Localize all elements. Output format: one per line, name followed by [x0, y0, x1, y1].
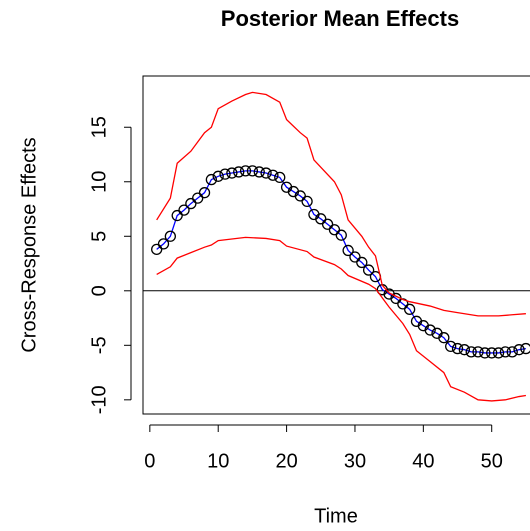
- data-point: [212, 170, 224, 182]
- data-point: [424, 324, 436, 336]
- y-axis-label: Cross-Response Effects: [18, 137, 40, 352]
- y-tick-label: 10: [88, 171, 110, 193]
- data-point: [301, 195, 313, 208]
- x-tick-label: 20: [275, 450, 297, 472]
- data-point: [315, 213, 327, 225]
- data-point: [321, 218, 334, 230]
- x-tick-label: 50: [481, 450, 503, 472]
- x-tick-label: 10: [207, 450, 229, 472]
- data-point: [404, 303, 416, 315]
- data-point: [267, 169, 279, 181]
- x-tick-label: 40: [412, 450, 434, 472]
- data-point: [294, 190, 306, 202]
- data-point: [362, 264, 375, 276]
- data-point: [178, 204, 190, 216]
- data-point: [492, 347, 505, 359]
- series-line: [156, 236, 527, 402]
- data-point: [253, 166, 265, 178]
- data-point: [260, 167, 272, 179]
- y-tick-label: 5: [88, 231, 110, 242]
- data-point: [513, 344, 525, 356]
- data-point: [451, 342, 464, 355]
- data-point: [458, 344, 471, 356]
- data-point: [356, 256, 368, 269]
- data-point: [233, 166, 245, 178]
- data-point: [219, 168, 231, 180]
- data-point: [205, 173, 218, 186]
- data-point: [185, 197, 197, 210]
- plot-box: [142, 75, 530, 415]
- data-point: [438, 332, 450, 344]
- data-point: [479, 347, 491, 359]
- data-point: [246, 165, 259, 177]
- data-point: [472, 346, 484, 358]
- data-point: [239, 165, 252, 177]
- data-point: [328, 224, 341, 236]
- data-point: [226, 167, 238, 179]
- data-point: [349, 251, 361, 263]
- data-point: [342, 244, 354, 257]
- data-point: [151, 243, 163, 256]
- data-point: [486, 347, 498, 359]
- chart-title: Posterior Mean Effects: [221, 6, 459, 31]
- data-point: [465, 346, 477, 358]
- y-tick-label: -5: [88, 336, 110, 354]
- data-point: [274, 171, 286, 184]
- x-tick-label: 30: [344, 450, 366, 472]
- data-point: [445, 340, 457, 353]
- data-point: [157, 238, 170, 250]
- y-tick-label: 15: [88, 116, 110, 138]
- data-point: [198, 187, 211, 199]
- data-point: [171, 209, 183, 222]
- x-tick-label: 0: [144, 450, 155, 472]
- data-point: [192, 192, 204, 204]
- data-point: [335, 229, 347, 241]
- data-point: [164, 230, 176, 242]
- series-line: [156, 91, 526, 317]
- y-tick-label: -10: [88, 385, 110, 414]
- x-axis-label: Time: [314, 505, 358, 527]
- data-point: [520, 342, 530, 355]
- y-tick-label: 0: [88, 285, 110, 296]
- series-line: [156, 170, 527, 354]
- data-point: [506, 346, 518, 358]
- data-point: [499, 346, 512, 358]
